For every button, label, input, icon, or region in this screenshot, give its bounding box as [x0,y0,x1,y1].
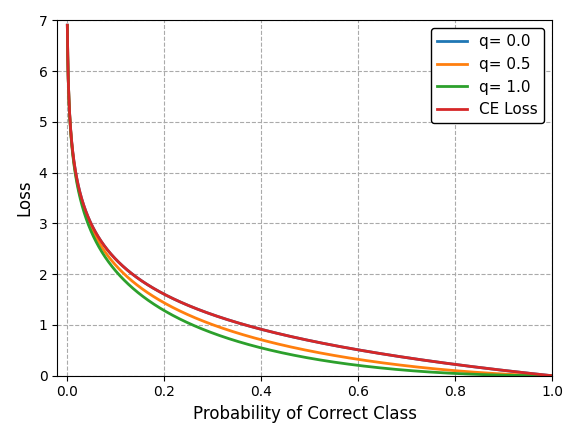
Line: q= 0.0: q= 0.0 [68,25,552,376]
q= 1.0 [354,363,361,368]
q= 0.5 [379,360,386,365]
q= 1.0 [152,303,159,308]
CE Loss [425,358,432,364]
q= 0.0 [64,22,71,28]
q= 0.5 [425,366,432,371]
q= 0.5 [462,369,469,374]
q= 1.0 [379,365,386,371]
CE Loss [249,325,256,330]
q= 0.0 [354,347,361,353]
CE Loss [379,351,386,357]
q= 0.0 [379,351,386,357]
CE Loss [354,347,361,353]
q= 1.0 [249,343,256,348]
q= 0.0 [249,325,256,330]
q= 0.5 [354,357,361,362]
Line: q= 1.0: q= 1.0 [68,25,552,376]
Y-axis label: Loss: Loss [15,180,33,216]
q= 0.0 [549,373,555,378]
X-axis label: Probability of Correct Class: Probability of Correct Class [192,405,417,423]
q= 1.0 [549,373,555,378]
CE Loss [64,22,71,28]
Line: q= 0.5: q= 0.5 [68,25,552,376]
q= 0.5 [549,373,555,378]
q= 1.0 [425,369,432,374]
q= 1.0 [64,23,71,28]
q= 0.5 [64,23,71,28]
q= 1.0 [462,371,469,377]
q= 0.5 [249,335,256,340]
q= 0.0 [152,287,159,292]
CE Loss [549,373,555,378]
CE Loss [152,287,159,292]
CE Loss [462,363,469,368]
q= 0.0 [425,358,432,364]
Legend: q= 0.0, q= 0.5, q= 1.0, CE Loss: q= 0.0, q= 0.5, q= 1.0, CE Loss [431,28,544,123]
q= 0.0 [462,363,469,368]
q= 0.5 [152,295,159,300]
Line: CE Loss: CE Loss [68,25,552,376]
